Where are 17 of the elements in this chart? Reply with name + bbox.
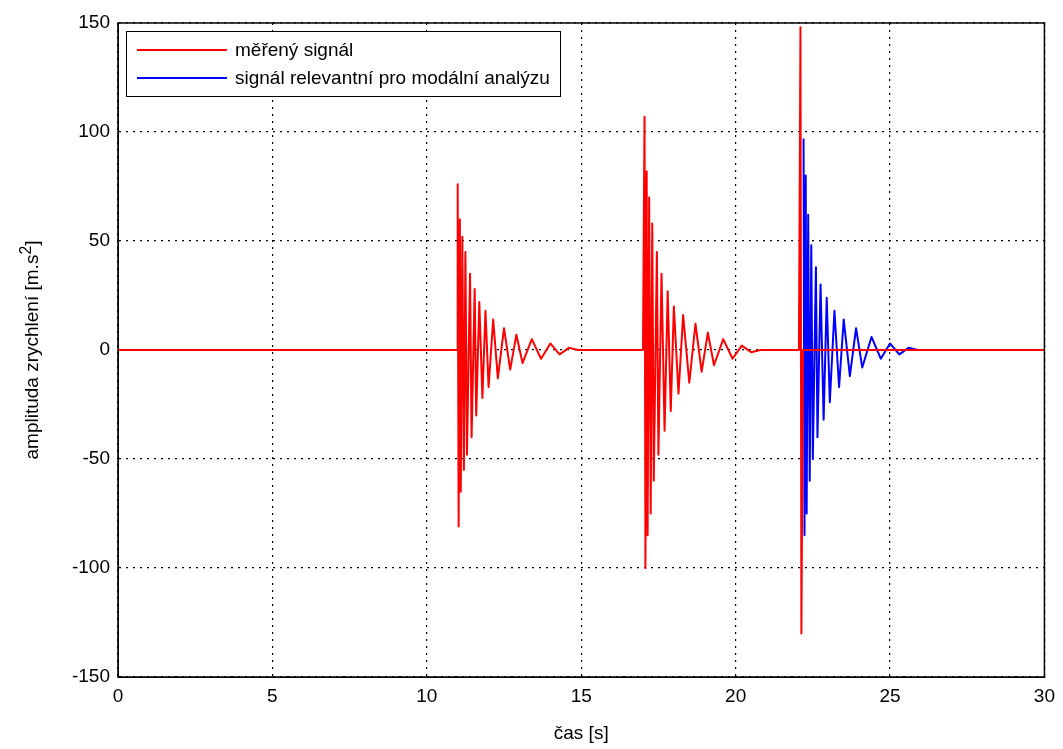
x-tick-label: 30 — [1033, 684, 1055, 706]
x-tick-label: 0 — [112, 684, 124, 706]
y-tick-label: -50 — [82, 447, 110, 469]
y-tick-label: 100 — [78, 120, 110, 142]
x-axis-title: čas [s] — [553, 721, 609, 743]
legend-label: měřený signál — [235, 39, 354, 61]
y-tick-label: 150 — [78, 11, 110, 33]
y-tick-label: 0 — [99, 338, 110, 360]
x-tick-label: 25 — [879, 684, 901, 706]
x-tick-label: 5 — [267, 684, 278, 706]
x-tick-label: 10 — [416, 684, 438, 706]
y-tick-label: 50 — [88, 229, 110, 251]
y-tick-label: -100 — [71, 556, 110, 578]
x-tick-label: 20 — [725, 684, 747, 706]
y-tick-label: -150 — [71, 665, 110, 687]
x-tick-label: 15 — [570, 684, 592, 706]
legend-label: signál relevantní pro modální analýzu — [235, 67, 550, 89]
